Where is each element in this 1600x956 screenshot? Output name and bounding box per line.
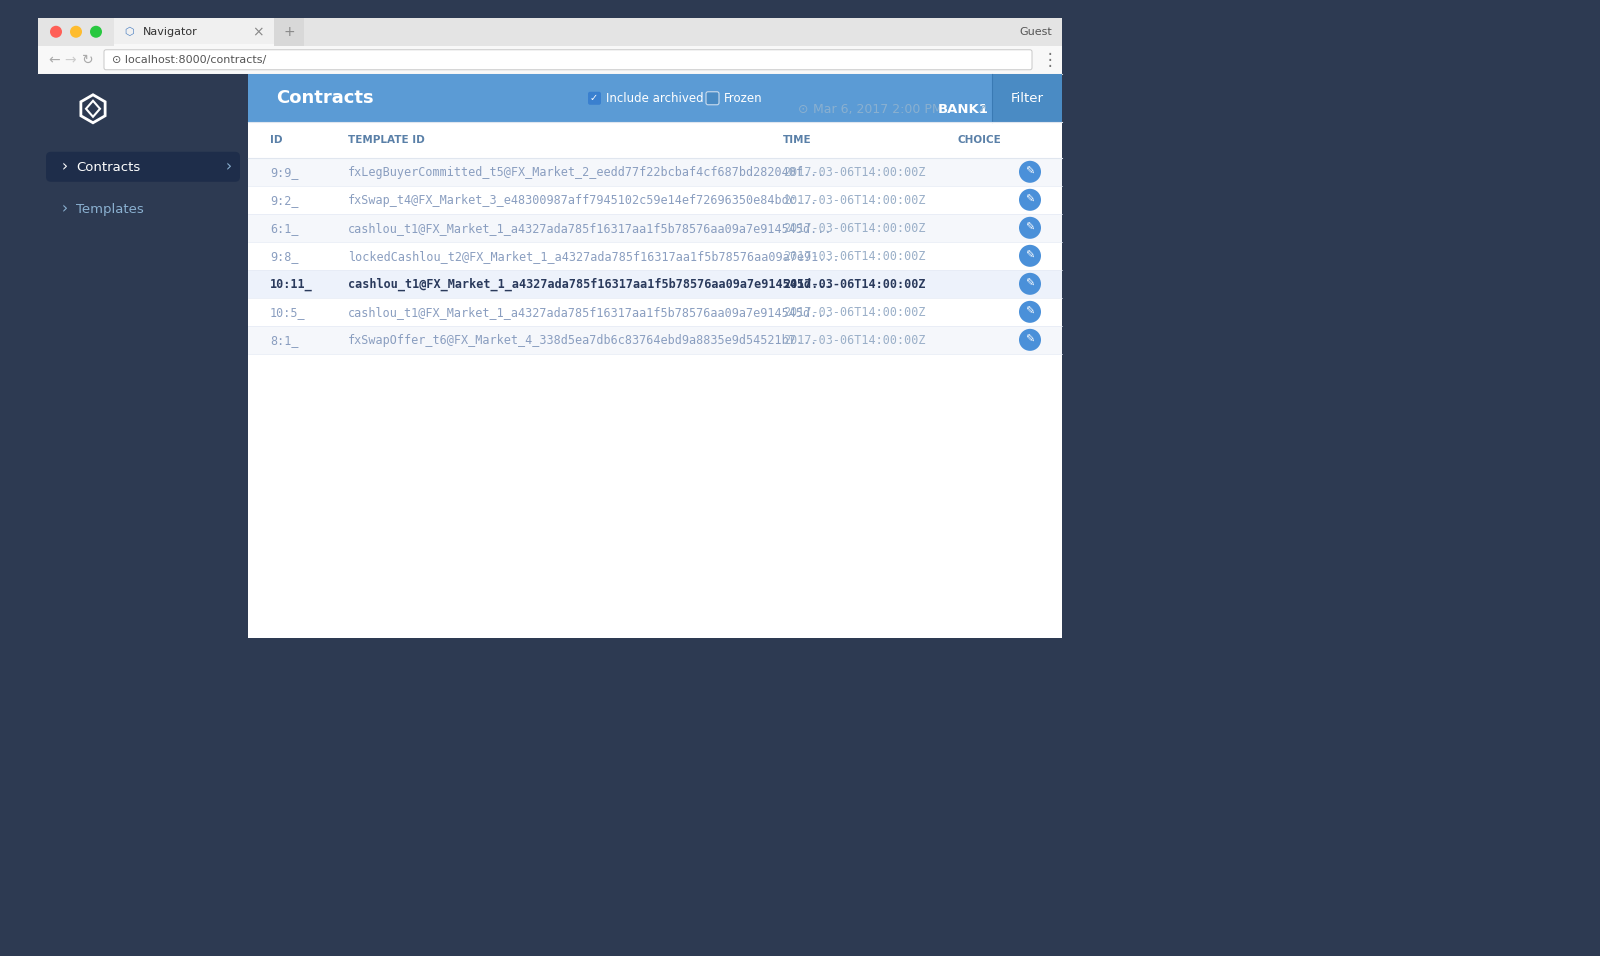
Bar [248,158,1062,186]
Text: ×: × [253,25,264,39]
FancyBboxPatch shape [589,92,602,105]
FancyBboxPatch shape [706,92,718,105]
Text: 8:1_: 8:1_ [270,334,299,346]
Circle shape [1019,161,1042,183]
Text: cashlou_t1@FX_Market_1_a4327ada785f16317aa1f5b78576aa09a7e914545d...: cashlou_t1@FX_Market_1_a4327ada785f16317… [349,306,832,318]
Text: BANK1: BANK1 [938,102,989,116]
Text: Contracts: Contracts [277,89,374,107]
Text: ✎: ✎ [1026,279,1035,289]
Bar [248,326,1062,354]
Text: Filter: Filter [1011,92,1043,104]
Text: cashlou_t1@FX_Market_1_a4327ada785f16317aa1f5b78576aa09a7e914545d...: cashlou_t1@FX_Market_1_a4327ada785f16317… [349,222,832,234]
Text: 10:11_: 10:11_ [270,277,312,291]
Bar [248,186,1062,214]
Text: 2017-03-06T14:00:00Z: 2017-03-06T14:00:00Z [782,250,925,263]
Text: ⊙: ⊙ [798,102,808,116]
Bar [274,18,304,46]
Bar [248,270,1062,298]
Text: TIME: TIME [782,135,811,145]
Text: ⋮: ⋮ [1042,51,1058,69]
Text: CHOICE: CHOICE [958,135,1002,145]
Text: Frozen: Frozen [723,92,763,104]
FancyBboxPatch shape [46,152,240,182]
Bar [114,18,274,46]
Text: lockedCashlou_t2@FX_Market_1_a4327ada785f16317aa1f5b78576aa09a7e91...: lockedCashlou_t2@FX_Market_1_a4327ada785… [349,250,840,263]
Circle shape [1019,217,1042,239]
Bar [992,74,1062,122]
Text: Navigator: Navigator [142,27,198,37]
Circle shape [50,26,62,38]
Text: fxLegBuyerCommitted_t5@FX_Market_2_eedd77f22bcbaf4cf687bd282040f...: fxLegBuyerCommitted_t5@FX_Market_2_eedd7… [349,165,826,179]
Bar [114,44,274,48]
Bar [248,74,1062,122]
Text: ›: › [62,160,67,175]
Text: ✎: ✎ [1026,307,1035,317]
Circle shape [1019,273,1042,295]
Text: 2017-03-06T14:00:00Z: 2017-03-06T14:00:00Z [782,193,925,206]
Bar [38,18,1062,638]
Circle shape [1019,245,1042,267]
Text: →: → [64,53,75,67]
Circle shape [1019,329,1042,351]
Text: 6:1_: 6:1_ [270,222,299,234]
Text: fxSwapOffer_t6@FX_Market_4_338d5ea7db6c83764ebd9a8835e9d54521b7...: fxSwapOffer_t6@FX_Market_4_338d5ea7db6c8… [349,334,818,346]
Text: 9:9_: 9:9_ [270,165,299,179]
Text: ✎: ✎ [1026,195,1035,205]
Text: 9:2_: 9:2_ [270,193,299,206]
Bar [248,214,1062,242]
Bar [38,74,248,638]
Text: Include archived: Include archived [606,92,704,104]
Text: ↗: ↗ [976,102,987,116]
Text: ⬡: ⬡ [125,27,134,37]
Text: 2017-03-06T14:00:00Z: 2017-03-06T14:00:00Z [782,222,925,234]
Bar [248,122,1062,158]
Text: 2017-03-06T14:00:00Z: 2017-03-06T14:00:00Z [782,306,925,318]
Circle shape [1019,189,1042,211]
Text: ›: › [62,202,67,216]
Circle shape [1019,301,1042,323]
Text: ID: ID [270,135,283,145]
Circle shape [70,26,82,38]
Bar [248,298,1062,326]
Text: ✎: ✎ [1026,335,1035,345]
Text: ✎: ✎ [1026,167,1035,177]
Text: fxSwap_t4@FX_Market_3_e48300987aff7945102c59e14ef72696350e84bdc...: fxSwap_t4@FX_Market_3_e48300987aff794510… [349,193,818,206]
Text: 2017-03-06T14:00:00Z: 2017-03-06T14:00:00Z [782,277,925,291]
Bar [38,74,1062,638]
Bar [248,242,1062,270]
FancyBboxPatch shape [104,50,1032,70]
Text: ↻: ↻ [82,53,94,67]
Bar [38,18,1062,46]
Text: ›: › [226,160,232,175]
Text: Templates: Templates [77,203,144,215]
Text: ✎: ✎ [1026,223,1035,233]
Text: 9:8_: 9:8_ [270,250,299,263]
Text: ←: ← [48,53,59,67]
Text: Mar 6, 2017 2:00 PM: Mar 6, 2017 2:00 PM [813,102,942,116]
Text: cashlou_t1@FX_Market_1_a4327ada785f16317aa1f5b78576aa09a7e914545d...: cashlou_t1@FX_Market_1_a4327ada785f16317… [349,277,832,291]
Text: 2017-03-06T14:00:00Z: 2017-03-06T14:00:00Z [782,165,925,179]
Text: TEMPLATE ID: TEMPLATE ID [349,135,424,145]
Bar [248,74,1062,638]
Text: +: + [283,25,294,39]
Bar [38,46,1062,74]
Text: ✎: ✎ [1026,251,1035,261]
Text: Guest: Guest [1019,27,1053,37]
Text: 2017-03-06T14:00:00Z: 2017-03-06T14:00:00Z [782,334,925,346]
Text: ⊙ localhost:8000/contracts/: ⊙ localhost:8000/contracts/ [112,55,266,65]
Text: 10:5_: 10:5_ [270,306,306,318]
Text: Contracts: Contracts [77,161,141,173]
Circle shape [90,26,102,38]
Text: ✓: ✓ [590,93,598,103]
